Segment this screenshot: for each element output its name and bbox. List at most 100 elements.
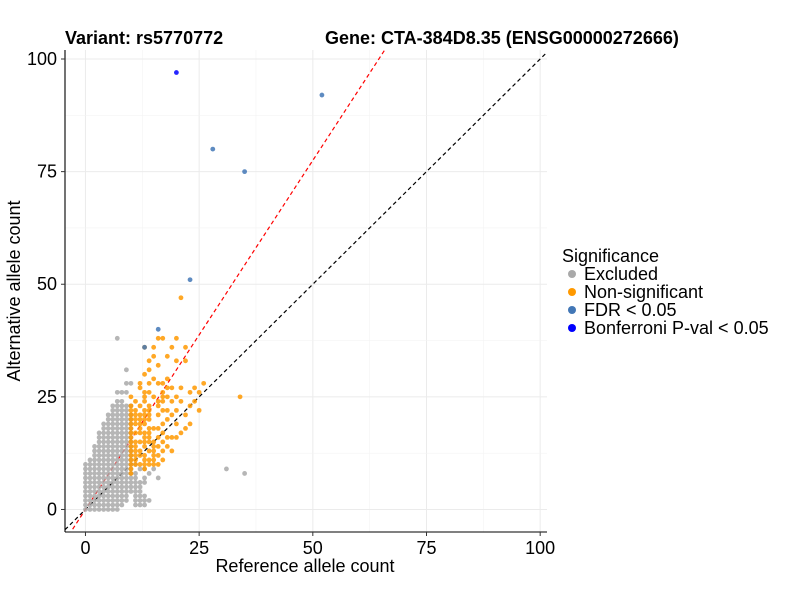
- data-point: [101, 448, 107, 454]
- data-point: [92, 457, 97, 463]
- data-point: [142, 416, 147, 422]
- data-point: [114, 493, 120, 499]
- data-point: [174, 407, 179, 413]
- data-point: [92, 489, 97, 494]
- data-point: [169, 448, 175, 454]
- data-point: [142, 462, 147, 467]
- data-point: [192, 385, 197, 391]
- data-point: [114, 462, 120, 467]
- data-point: [142, 371, 147, 377]
- data-point: [83, 484, 88, 490]
- data-point: [151, 444, 157, 449]
- data-point: [160, 394, 166, 400]
- data-point: [123, 416, 129, 422]
- data-point: [142, 407, 147, 413]
- data-point: [133, 493, 138, 499]
- data-point: [128, 407, 134, 413]
- data-point: [128, 471, 134, 476]
- data-point: [137, 430, 143, 436]
- data-point: [133, 457, 138, 463]
- data-point: [128, 462, 134, 467]
- data-point: [123, 493, 129, 499]
- data-point: [96, 462, 102, 467]
- data-point: [119, 480, 125, 485]
- data-point: [87, 466, 93, 472]
- data-point: [174, 70, 179, 75]
- data-point: [101, 444, 107, 449]
- data-point: [133, 430, 138, 436]
- data-point: [169, 435, 175, 440]
- data-point: [151, 344, 157, 350]
- data-point: [92, 462, 97, 467]
- data-point: [142, 457, 147, 463]
- data-point: [169, 385, 175, 391]
- data-point: [146, 430, 152, 436]
- data-point: [155, 412, 161, 418]
- data-point: [96, 435, 102, 440]
- data-point: [146, 407, 152, 413]
- data-point: [133, 407, 138, 413]
- data-point: [237, 394, 243, 400]
- data-point: [101, 453, 107, 458]
- data-point: [92, 453, 97, 458]
- data-point: [137, 480, 143, 485]
- data-point: [155, 435, 161, 440]
- data-point: [155, 403, 161, 409]
- data-point: [119, 462, 125, 467]
- data-point: [210, 146, 216, 152]
- legend-key: [568, 288, 576, 296]
- x-tick-label: 75: [416, 538, 436, 558]
- data-point: [83, 489, 88, 494]
- data-point: [110, 448, 116, 454]
- x-tick-label: 25: [189, 538, 209, 558]
- data-point: [137, 466, 143, 472]
- data-point: [83, 507, 88, 512]
- data-point: [128, 403, 134, 409]
- data-point: [114, 475, 120, 481]
- data-point: [105, 439, 111, 445]
- data-point: [105, 416, 111, 422]
- data-point: [224, 466, 229, 472]
- data-point: [105, 425, 111, 431]
- data-point: [133, 444, 138, 449]
- data-point: [114, 471, 120, 476]
- data-point: [146, 389, 152, 395]
- data-point: [142, 439, 147, 445]
- data-point: [105, 453, 111, 458]
- data-point: [137, 493, 143, 499]
- chart-title-variant: Variant: rs5770772: [65, 28, 223, 48]
- data-point: [101, 493, 107, 499]
- data-point: [96, 444, 102, 449]
- data-point: [105, 430, 111, 436]
- data-point: [96, 448, 102, 454]
- data-point: [137, 416, 143, 422]
- data-point: [123, 466, 129, 472]
- data-point: [169, 344, 175, 350]
- data-point: [128, 416, 134, 422]
- data-point: [128, 466, 134, 472]
- data-point: [110, 435, 116, 440]
- y-tick-label: 25: [37, 387, 57, 407]
- data-point: [142, 502, 147, 508]
- data-point: [96, 489, 102, 494]
- data-point: [92, 498, 97, 503]
- data-point: [123, 444, 129, 449]
- data-point: [96, 502, 102, 508]
- data-point: [169, 412, 175, 418]
- y-tick-label: 50: [37, 274, 57, 294]
- data-point: [142, 412, 147, 418]
- data-point: [114, 466, 120, 472]
- data-point: [83, 498, 88, 503]
- data-point: [169, 398, 175, 404]
- data-point: [146, 367, 152, 373]
- data-point: [87, 502, 93, 508]
- data-point: [105, 435, 111, 440]
- data-point: [119, 457, 125, 463]
- data-point: [119, 435, 125, 440]
- data-point: [146, 425, 152, 431]
- data-point: [114, 507, 120, 512]
- data-point: [133, 416, 138, 422]
- data-point: [110, 462, 116, 467]
- data-point: [119, 453, 125, 458]
- data-point: [87, 493, 93, 499]
